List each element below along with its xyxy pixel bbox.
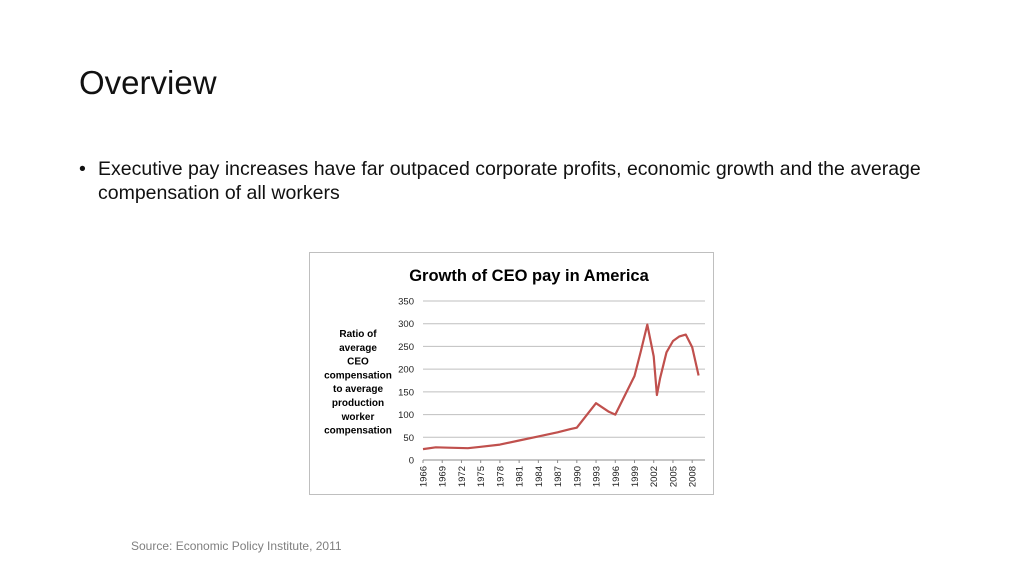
- y-tick-label: 0: [409, 456, 414, 467]
- data-series: [422, 323, 700, 451]
- slide-title: Overview: [79, 64, 217, 101]
- bullet-text: Executive pay increases have far outpace…: [98, 158, 921, 204]
- chart-title: Growth of CEO pay in America: [409, 267, 649, 285]
- y-tick-label: 300: [398, 319, 414, 330]
- y-tick-labels: 0 50 100 150 200 250 300 350: [398, 297, 414, 467]
- source-note: Source: Economic Policy Institute, 2011: [131, 539, 342, 553]
- y-axis-label: Ratio of average CEO compensation to average…: [324, 329, 392, 437]
- x-tick-label: 2005: [668, 466, 679, 487]
- y-tick-label: 150: [398, 387, 414, 398]
- x-tick-label: 1966: [419, 466, 430, 487]
- x-tick-label: 2008: [688, 466, 699, 487]
- x-tick-label: 1975: [476, 466, 487, 487]
- y-tick-label: 50: [403, 433, 414, 444]
- x-tick-labels: 1966 1969 1972 1975 1978 1981 1984 1987 1990 1993…: [419, 466, 699, 487]
- x-tick-label: 1996: [611, 466, 622, 487]
- y-axis-label-line: worker: [341, 412, 375, 423]
- y-axis-label-line: production: [332, 398, 384, 409]
- x-tick-label: 1981: [515, 466, 526, 487]
- series-line: [422, 323, 700, 451]
- x-tick-label: 1987: [553, 466, 564, 487]
- bullet-item: • Executive pay increases have far outpa…: [79, 157, 949, 205]
- x-tick-label: 2002: [649, 466, 660, 487]
- y-tick-label: 200: [398, 365, 414, 376]
- y-axis-label-line: average: [339, 343, 377, 354]
- ceo-pay-chart: Growth of CEO pay in America Ratio of ave…: [324, 267, 705, 487]
- gridlines: [422, 300, 705, 463]
- x-tick-label: 1999: [630, 466, 641, 487]
- bullet-marker: •: [79, 158, 86, 180]
- y-axis-label-line: compensation: [324, 370, 392, 381]
- y-tick-label: 100: [398, 410, 414, 421]
- y-tick-label: 350: [398, 297, 414, 308]
- x-tick-label: 1978: [495, 466, 506, 487]
- x-tick-label: 1972: [457, 466, 468, 487]
- y-axis-label-line: Ratio of: [339, 329, 377, 340]
- bullet-list: • Executive pay increases have far outpa…: [79, 157, 949, 205]
- x-tick-label: 1969: [438, 466, 449, 487]
- y-axis-label-line: CEO: [347, 357, 369, 368]
- y-axis-label-line: compensation: [324, 426, 392, 437]
- y-tick-label: 250: [398, 342, 414, 353]
- x-tick-label: 1984: [534, 466, 545, 487]
- x-tick-label: 1990: [572, 466, 583, 487]
- x-tick-label: 1993: [592, 466, 603, 487]
- chart-frame: Growth of CEO pay in America Ratio of ave…: [309, 252, 714, 495]
- y-axis-label-line: to average: [333, 384, 383, 395]
